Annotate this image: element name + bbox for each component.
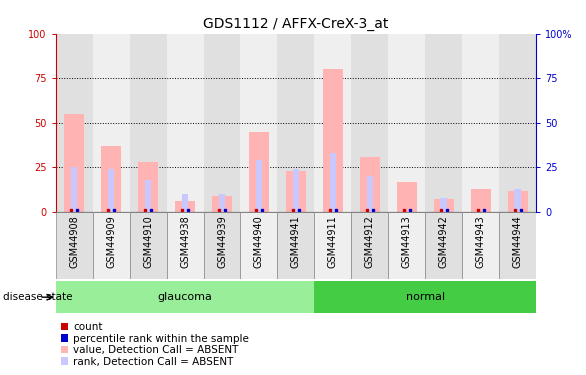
Bar bbox=[425, 34, 462, 212]
Bar bbox=[434, 200, 454, 212]
Text: GSM44909: GSM44909 bbox=[106, 215, 116, 268]
Bar bbox=[101, 146, 121, 212]
Bar bbox=[462, 34, 499, 212]
Text: GSM44944: GSM44944 bbox=[513, 215, 523, 268]
Bar bbox=[286, 171, 306, 212]
Text: GSM44911: GSM44911 bbox=[328, 215, 338, 268]
Text: GSM44910: GSM44910 bbox=[143, 215, 153, 268]
Bar bbox=[249, 132, 269, 212]
Bar bbox=[240, 34, 277, 212]
Bar bbox=[323, 69, 343, 212]
Bar bbox=[166, 212, 203, 279]
Text: GSM44938: GSM44938 bbox=[180, 215, 190, 268]
Bar bbox=[138, 162, 158, 212]
Bar bbox=[425, 212, 462, 279]
Text: GSM44940: GSM44940 bbox=[254, 215, 264, 268]
Bar bbox=[389, 212, 425, 279]
Bar bbox=[182, 194, 188, 212]
Bar bbox=[315, 34, 352, 212]
Text: GSM44913: GSM44913 bbox=[402, 215, 412, 268]
Bar bbox=[366, 176, 373, 212]
Text: disease state: disease state bbox=[3, 292, 73, 302]
Text: glaucoma: glaucoma bbox=[158, 292, 213, 302]
Text: GSM44941: GSM44941 bbox=[291, 215, 301, 268]
Bar bbox=[219, 194, 226, 212]
Bar bbox=[515, 189, 521, 212]
Bar bbox=[240, 212, 277, 279]
Bar bbox=[130, 212, 166, 279]
Text: GSM44943: GSM44943 bbox=[476, 215, 486, 268]
Bar bbox=[277, 34, 315, 212]
Bar bbox=[329, 153, 336, 212]
Bar bbox=[145, 180, 151, 212]
Bar bbox=[352, 34, 389, 212]
Bar bbox=[212, 196, 232, 212]
Bar bbox=[166, 34, 203, 212]
Bar bbox=[360, 157, 380, 212]
Bar bbox=[93, 34, 130, 212]
Bar bbox=[175, 201, 195, 212]
Bar bbox=[507, 190, 528, 212]
Bar bbox=[56, 34, 93, 212]
Bar bbox=[56, 212, 93, 279]
Bar bbox=[277, 212, 315, 279]
Text: GSM44939: GSM44939 bbox=[217, 215, 227, 268]
Bar bbox=[71, 167, 77, 212]
Bar bbox=[441, 198, 447, 212]
Bar bbox=[108, 169, 114, 212]
Bar bbox=[352, 212, 389, 279]
Text: GSM44908: GSM44908 bbox=[69, 215, 79, 268]
Bar bbox=[203, 212, 240, 279]
Bar bbox=[255, 160, 263, 212]
Bar bbox=[64, 114, 84, 212]
Bar bbox=[397, 182, 417, 212]
Bar bbox=[56, 281, 315, 313]
Bar bbox=[93, 212, 130, 279]
Bar bbox=[292, 169, 299, 212]
Bar bbox=[462, 212, 499, 279]
Bar bbox=[499, 34, 536, 212]
Text: GSM44942: GSM44942 bbox=[439, 215, 449, 268]
Bar bbox=[315, 281, 555, 313]
Bar bbox=[499, 212, 536, 279]
Bar bbox=[389, 34, 425, 212]
Legend: count, percentile rank within the sample, value, Detection Call = ABSENT, rank, : count, percentile rank within the sample… bbox=[61, 322, 249, 367]
Bar bbox=[203, 34, 240, 212]
Text: GSM44912: GSM44912 bbox=[365, 215, 375, 268]
Bar bbox=[315, 212, 352, 279]
Bar bbox=[130, 34, 166, 212]
Bar bbox=[471, 189, 491, 212]
Text: normal: normal bbox=[406, 292, 445, 302]
Title: GDS1112 / AFFX-CreX-3_at: GDS1112 / AFFX-CreX-3_at bbox=[203, 17, 389, 32]
